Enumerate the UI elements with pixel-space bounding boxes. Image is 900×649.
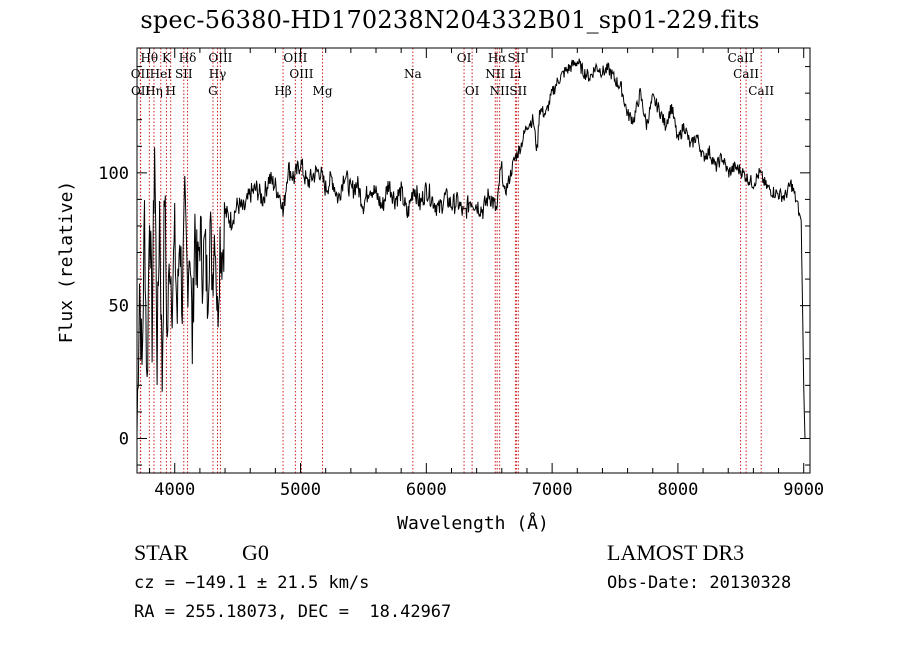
line-label: K xyxy=(162,51,172,65)
chart-title: spec-56380-HD170238N204332B01_sp01-229.f… xyxy=(140,6,760,34)
x-tick-label: 6000 xyxy=(406,480,447,500)
y-tick-label: 0 xyxy=(119,429,129,449)
x-tick-label: 4000 xyxy=(154,480,195,500)
line-label: OIII xyxy=(283,51,307,65)
line-label: CaII xyxy=(733,67,759,81)
x-tick-label: 8000 xyxy=(657,480,698,500)
object-class: STAR xyxy=(134,540,189,565)
line-label: NII xyxy=(485,67,505,81)
observation-date: Obs-Date: 20130328 xyxy=(607,573,792,593)
y-tick-label: 50 xyxy=(109,297,129,317)
survey-name: LAMOST DR3 xyxy=(607,540,745,565)
line-label: Na xyxy=(404,67,422,81)
x-axis-label: Wavelength (Å) xyxy=(397,512,549,534)
line-label: H xyxy=(165,84,175,98)
line-label: OI xyxy=(457,51,472,65)
line-label: NII xyxy=(490,84,510,98)
x-axis-ticks: 4000 5000 6000 7000 8000 9000 xyxy=(149,48,824,500)
object-subclass: G0 xyxy=(242,540,269,565)
line-label: Hθ xyxy=(140,51,158,65)
y-axis-label: Flux (relative) xyxy=(56,181,77,344)
spectrum-line xyxy=(136,58,806,439)
line-label: Hγ xyxy=(209,67,227,81)
line-label: Hη xyxy=(145,84,163,98)
line-label: SII xyxy=(175,67,193,81)
line-label: Hα xyxy=(488,51,507,65)
line-label: OII xyxy=(131,67,151,81)
line-label: OII xyxy=(131,84,151,98)
y-axis-ticks: 0 50 100 xyxy=(98,66,810,466)
line-label: CaII xyxy=(728,51,754,65)
line-label: Hδ xyxy=(179,51,197,65)
line-label: Mg xyxy=(313,84,333,98)
line-label: Hβ xyxy=(274,84,291,98)
coordinates-readout: RA = 255.18073, DEC = 18.42967 xyxy=(134,602,452,622)
x-tick-label: 7000 xyxy=(532,480,573,500)
emission-line-markers xyxy=(139,48,762,473)
line-label: SII xyxy=(509,84,527,98)
x-tick-label: 9000 xyxy=(783,480,824,500)
x-tick-label: 5000 xyxy=(280,480,321,500)
line-label: OIII xyxy=(289,67,313,81)
line-label: CaII xyxy=(748,84,774,98)
line-label: SII xyxy=(508,51,526,65)
y-tick-label: 100 xyxy=(98,164,129,184)
line-label: G xyxy=(208,84,218,98)
redshift-readout: cz = −149.1 ± 21.5 km/s xyxy=(134,573,370,593)
line-label: HeI xyxy=(150,67,173,81)
plot-frame xyxy=(136,47,811,474)
line-label: OIII xyxy=(208,51,232,65)
line-label: OI xyxy=(465,84,480,98)
line-label: Li xyxy=(509,67,521,81)
